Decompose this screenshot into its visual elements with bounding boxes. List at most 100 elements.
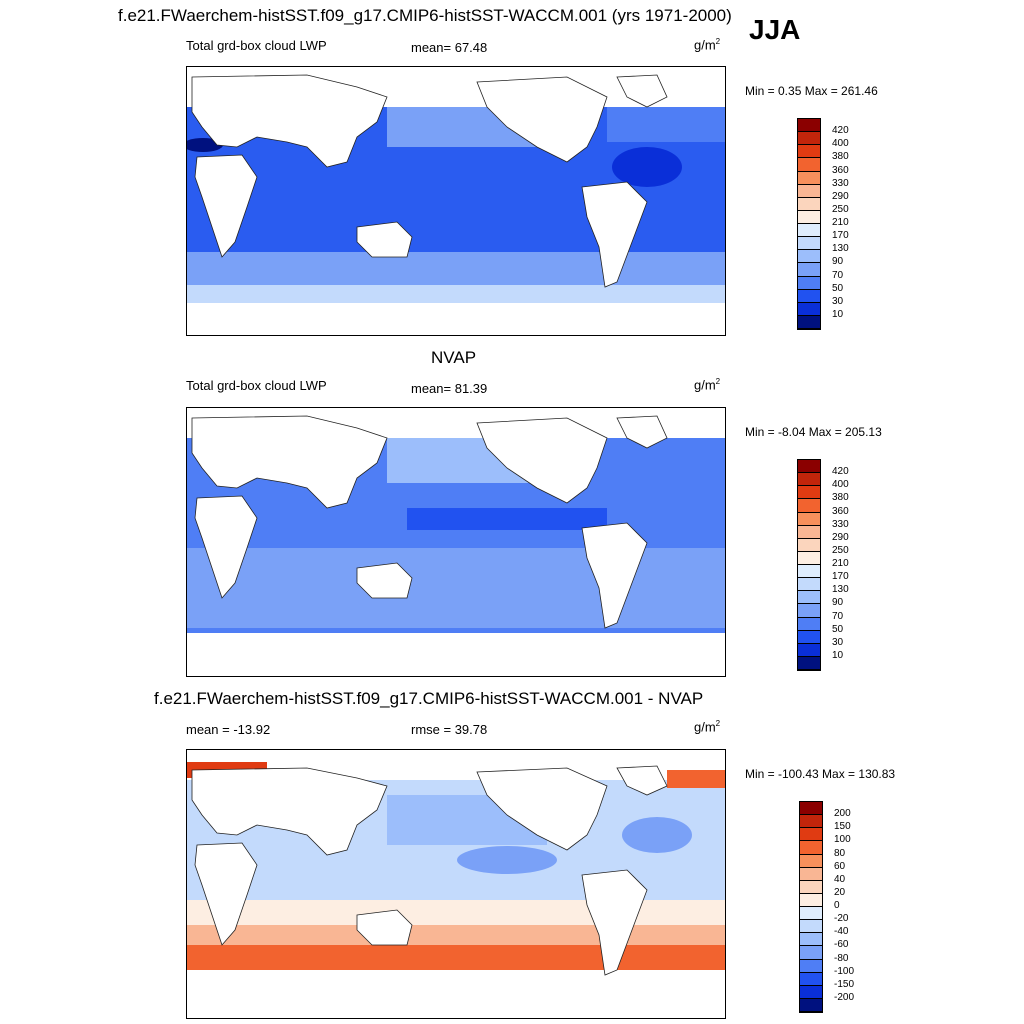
nvap-colorbar: [797, 459, 821, 671]
colorbar-tick-label: 290: [832, 190, 849, 202]
colorbar-tick-label: 0: [834, 900, 840, 911]
colorbar-tick-label: -60: [834, 939, 849, 951]
colorbar-tick-label: 60: [834, 860, 846, 872]
colorbar-swatch: [800, 893, 822, 907]
colorbar-swatch: [798, 237, 820, 251]
colorbar-swatch: [798, 525, 820, 539]
colorbar-tick-label: 80: [834, 847, 846, 859]
panel-minmax: Min = -100.43 Max = 130.83: [745, 767, 896, 781]
colorbar-swatch: [798, 617, 820, 631]
arctic-positive-east: [667, 770, 725, 788]
colorbar-swatch: [798, 604, 820, 618]
colorbar-swatch: [798, 538, 820, 552]
colorbar-tick-label: 40: [834, 873, 846, 885]
colorbar-swatch: [798, 578, 820, 592]
pacific-negative-core: [457, 846, 557, 874]
model-lwp-map: [186, 66, 726, 336]
colorbar-tick-label: 30: [832, 295, 844, 307]
colorbar-tick-label: 90: [832, 256, 844, 268]
southern-positive-band: [187, 925, 725, 945]
colorbar-swatch: [798, 145, 820, 159]
colorbar-swatch: [798, 630, 820, 644]
colorbar-tick-label: 50: [832, 282, 844, 294]
colorbar-swatch: [798, 184, 820, 198]
colorbar-tick-label: 330: [832, 518, 849, 530]
colorbar-swatch: [800, 854, 822, 868]
nvap-lwp-map: [186, 407, 726, 677]
colorbar-tick-label: 70: [832, 610, 844, 622]
colorbar-tick-label: 200: [834, 808, 851, 820]
colorbar-tick-label: 130: [832, 584, 849, 596]
colorbar-swatch: [798, 224, 820, 238]
colorbar-swatch: [800, 815, 822, 829]
model-colorbar: [797, 118, 821, 330]
colorbar-swatch: [800, 972, 822, 986]
southern-positive-core: [187, 945, 725, 970]
southern-neutral-band: [187, 900, 725, 925]
colorbar-tick-label: -100: [834, 965, 855, 977]
colorbar-tick-label: 290: [832, 531, 849, 543]
panel-title: f.e21.FWaerchem-histSST.f09_g17.CMIP6-hi…: [154, 689, 704, 708]
colorbar-swatch: [798, 302, 820, 316]
colorbar-swatch: [800, 933, 822, 947]
colorbar-swatch: [798, 132, 820, 146]
colorbar-swatch: [800, 828, 822, 842]
colorbar-tick-label: 360: [832, 164, 849, 176]
panel-units: g/m2: [694, 719, 721, 735]
southern-ocean-band: [187, 548, 725, 628]
colorbar-tick-label: 30: [832, 636, 844, 648]
southern-edge-band: [187, 285, 725, 305]
colorbar-tick-label: -80: [834, 952, 849, 964]
model-lwp-map-svg: [187, 67, 725, 335]
colorbar-tick-label: 250: [832, 544, 849, 556]
continents: [191, 765, 668, 976]
colorbar-swatch: [798, 565, 820, 579]
continents: [191, 415, 668, 629]
panel-rmse-label: rmse = 39.78: [411, 722, 488, 737]
antarctic-land-mask: [187, 633, 725, 676]
colorbar-tick-label: 170: [832, 230, 849, 242]
colorbar-swatch: [798, 171, 820, 185]
colorbar-swatch: [798, 210, 820, 224]
colorbar-tick-label: 10: [832, 649, 844, 661]
colorbar-tick-label: 10: [832, 308, 844, 320]
colorbar-tick-label: 210: [832, 217, 849, 228]
colorbar-tick-label: 70: [832, 269, 844, 281]
panel-minmax: Min = 0.35 Max = 261.46: [745, 84, 878, 98]
panel-mean-label: mean = -13.92: [186, 722, 271, 737]
colorbar-swatch: [800, 867, 822, 881]
colorbar-swatch: [798, 473, 820, 487]
panel-mean-label: mean= 81.39: [411, 381, 488, 396]
colorbar-swatch: [798, 656, 820, 670]
difference-colorbar: [799, 801, 823, 1013]
panel-units: g/m2: [694, 377, 721, 393]
antarctic-land-mask: [187, 975, 725, 1018]
arctic-land-mask: [187, 750, 725, 762]
panel-units: g/m2: [694, 37, 721, 53]
colorbar-swatch: [798, 276, 820, 290]
colorbar-tick-label: -20: [834, 913, 849, 925]
panel-variable-label: Total grd-box cloud LWP: [186, 378, 327, 393]
colorbar-swatch: [800, 959, 822, 973]
colorbar-swatch: [798, 263, 820, 277]
colorbar-swatch: [798, 486, 820, 500]
southern-ocean-band: [187, 252, 725, 287]
colorbar-swatch: [800, 880, 822, 894]
colorbar-swatch: [798, 250, 820, 264]
colorbar-tick-label: 380: [832, 151, 849, 163]
panel-title: NVAP: [431, 348, 477, 367]
colorbar-swatch: [798, 315, 820, 329]
atlantic-max: [612, 147, 682, 187]
colorbar-tick-label: 360: [832, 505, 849, 517]
nvap-lwp-map-svg: [187, 408, 725, 676]
antarctic-land-mask: [187, 303, 725, 335]
colorbar-swatch: [800, 802, 822, 816]
colorbar-tick-label: 90: [832, 597, 844, 609]
colorbar-swatch: [798, 197, 820, 211]
colorbar-swatch: [798, 119, 820, 133]
panel-variable-label: Total grd-box cloud LWP: [186, 38, 327, 53]
colorbar-tick-label: 210: [832, 558, 849, 569]
colorbar-tick-label: 330: [832, 177, 849, 189]
colorbar-tick-label: 50: [832, 623, 844, 635]
colorbar-swatch: [798, 460, 820, 474]
